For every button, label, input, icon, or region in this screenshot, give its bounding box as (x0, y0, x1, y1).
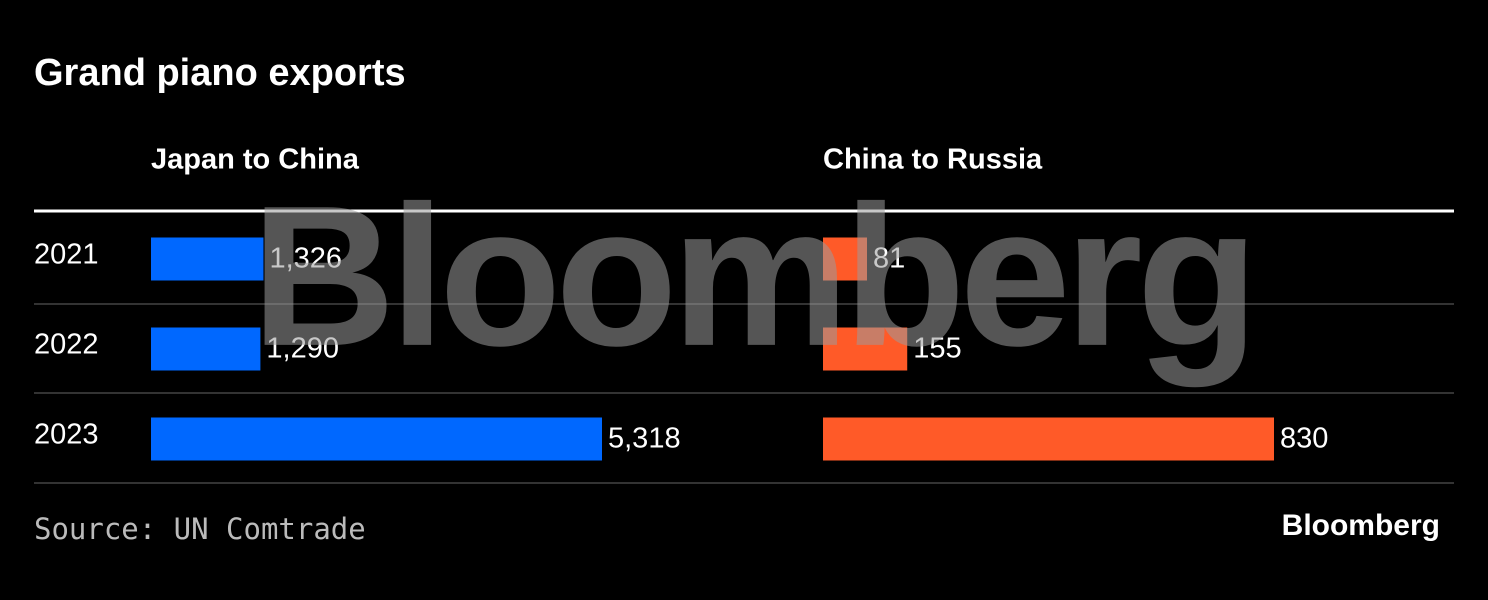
bar (823, 237, 868, 281)
logo: Bloomberg (1282, 509, 1440, 542)
panel-title: Japan to China (151, 144, 360, 176)
chart-title: Grand piano exports (34, 52, 406, 94)
source: Source: UN Comtrade (34, 512, 366, 546)
bar (151, 327, 261, 371)
row-label: 2023 (34, 419, 99, 451)
bar (151, 417, 602, 461)
row-label: 2021 (34, 239, 99, 271)
row-label: 2022 (34, 329, 99, 361)
value-label: 1,326 (269, 243, 342, 275)
value-label: 155 (913, 333, 961, 365)
bar (823, 327, 908, 371)
value-label: 5,318 (608, 423, 681, 455)
watermark: Bloomberg (251, 165, 1253, 388)
bar (823, 417, 1274, 461)
bar (151, 237, 264, 281)
value-label: 1,290 (266, 333, 339, 365)
value-label: 830 (1280, 423, 1328, 455)
panel-title: China to Russia (823, 144, 1043, 176)
value-label: 81 (873, 243, 905, 275)
